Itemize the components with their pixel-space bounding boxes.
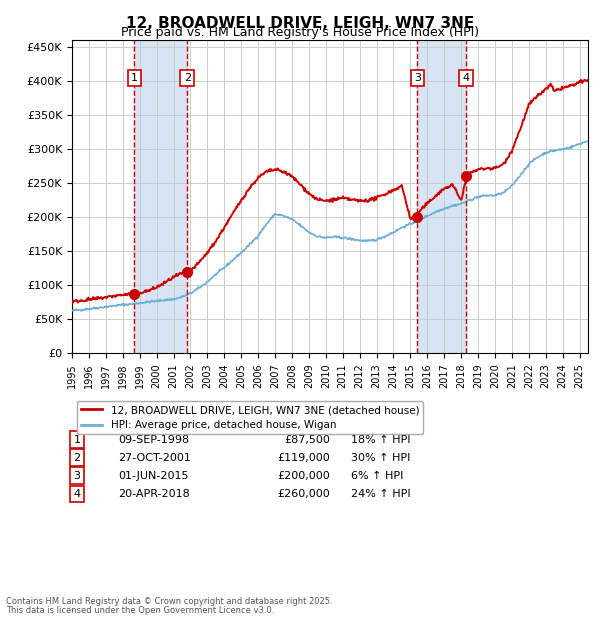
Text: Contains HM Land Registry data © Crown copyright and database right 2025.: Contains HM Land Registry data © Crown c… [6,597,332,606]
Legend: 12, BROADWELL DRIVE, LEIGH, WN7 3NE (detached house), HPI: Average price, detach: 12, BROADWELL DRIVE, LEIGH, WN7 3NE (det… [77,401,424,435]
Text: This data is licensed under the Open Government Licence v3.0.: This data is licensed under the Open Gov… [6,606,274,615]
Text: 4: 4 [74,489,81,499]
Text: 4: 4 [463,73,470,83]
Text: 24% ↑ HPI: 24% ↑ HPI [350,489,410,499]
Text: 27-OCT-2001: 27-OCT-2001 [118,453,191,463]
Text: 20-APR-2018: 20-APR-2018 [118,489,190,499]
Text: 09-SEP-1998: 09-SEP-1998 [118,435,190,445]
Text: 18% ↑ HPI: 18% ↑ HPI [350,435,410,445]
Text: 30% ↑ HPI: 30% ↑ HPI [350,453,410,463]
Text: 3: 3 [414,73,421,83]
Text: £260,000: £260,000 [277,489,330,499]
Text: Price paid vs. HM Land Registry's House Price Index (HPI): Price paid vs. HM Land Registry's House … [121,26,479,39]
Text: 1: 1 [131,73,138,83]
Text: 1: 1 [74,435,80,445]
Bar [134,40,187,353]
Text: 2: 2 [184,73,191,83]
Text: 6% ↑ HPI: 6% ↑ HPI [350,471,403,481]
Text: 2: 2 [74,453,81,463]
Text: £119,000: £119,000 [277,453,330,463]
Bar [418,40,466,353]
Text: £87,500: £87,500 [284,435,330,445]
Text: 01-JUN-2015: 01-JUN-2015 [118,471,189,481]
Text: £200,000: £200,000 [277,471,330,481]
Text: 12, BROADWELL DRIVE, LEIGH, WN7 3NE: 12, BROADWELL DRIVE, LEIGH, WN7 3NE [126,16,474,30]
Text: 3: 3 [74,471,80,481]
